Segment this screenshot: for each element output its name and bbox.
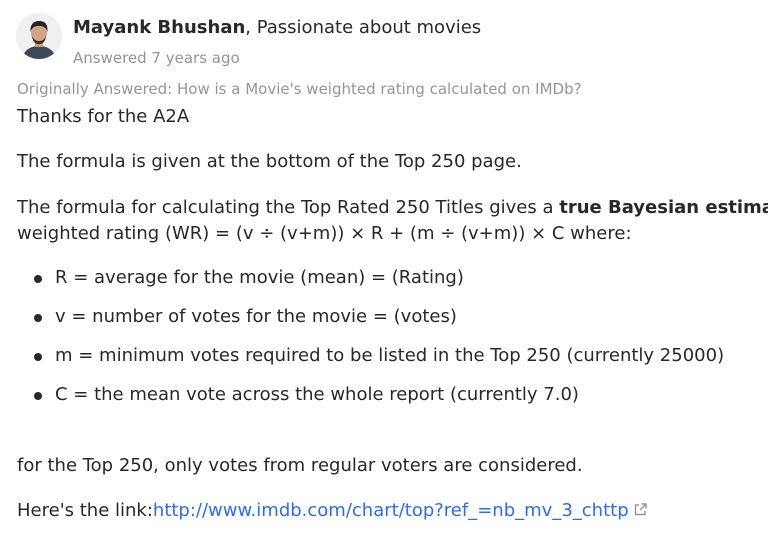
answer-paragraph-thanks: Thanks for the A2A xyxy=(17,106,190,127)
list-item: v = number of votes for the movie = (vot… xyxy=(55,306,457,327)
answer-paragraph-regular-voters: for the Top 250, only votes from regular… xyxy=(17,455,583,476)
external-link-icon xyxy=(633,500,648,524)
answered-date[interactable]: Answered 7 years ago xyxy=(73,49,240,67)
original-question[interactable]: Originally Answered: How is a Movie's we… xyxy=(17,80,582,98)
answer-header: Mayank Bhushan, Passionate about movies … xyxy=(16,13,756,67)
bullet-dot xyxy=(34,275,42,283)
author-name[interactable]: Mayank Bhushan xyxy=(73,17,246,38)
author-credential: , Passionate about movies xyxy=(245,17,482,38)
list-item: C = the mean vote across the whole repor… xyxy=(55,384,579,405)
formula-intro-text: The formula for calculating the Top Rate… xyxy=(17,197,560,218)
bullet-dot xyxy=(34,353,42,361)
avatar[interactable] xyxy=(16,13,62,59)
bayesian-estimate-bold: true Bayesian estimate xyxy=(559,197,768,218)
bullet-dot xyxy=(34,392,42,400)
author-line: Mayank Bhushan, Passionate about movies xyxy=(73,16,481,40)
answer-paragraph-formula-location: The formula is given at the bottom of th… xyxy=(17,151,522,172)
bullet-dot xyxy=(34,314,42,322)
weighted-rating-formula: weighted rating (WR) = (v ÷ (v+m)) × R +… xyxy=(17,223,632,244)
user-avatar-icon xyxy=(16,13,62,59)
link-prefix: Here's the link: xyxy=(17,500,153,521)
list-item: m = minimum votes required to be listed … xyxy=(55,345,725,366)
answer-paragraph-formula-intro: The formula for calculating the Top Rate… xyxy=(17,196,768,220)
answer-paragraph-link: Here's the link:http://www.imdb.com/char… xyxy=(17,499,648,524)
list-item: R = average for the movie (mean) = (Rati… xyxy=(55,267,464,288)
imdb-top-chart-link[interactable]: http://www.imdb.com/chart/top?ref_=nb_mv… xyxy=(152,500,629,521)
